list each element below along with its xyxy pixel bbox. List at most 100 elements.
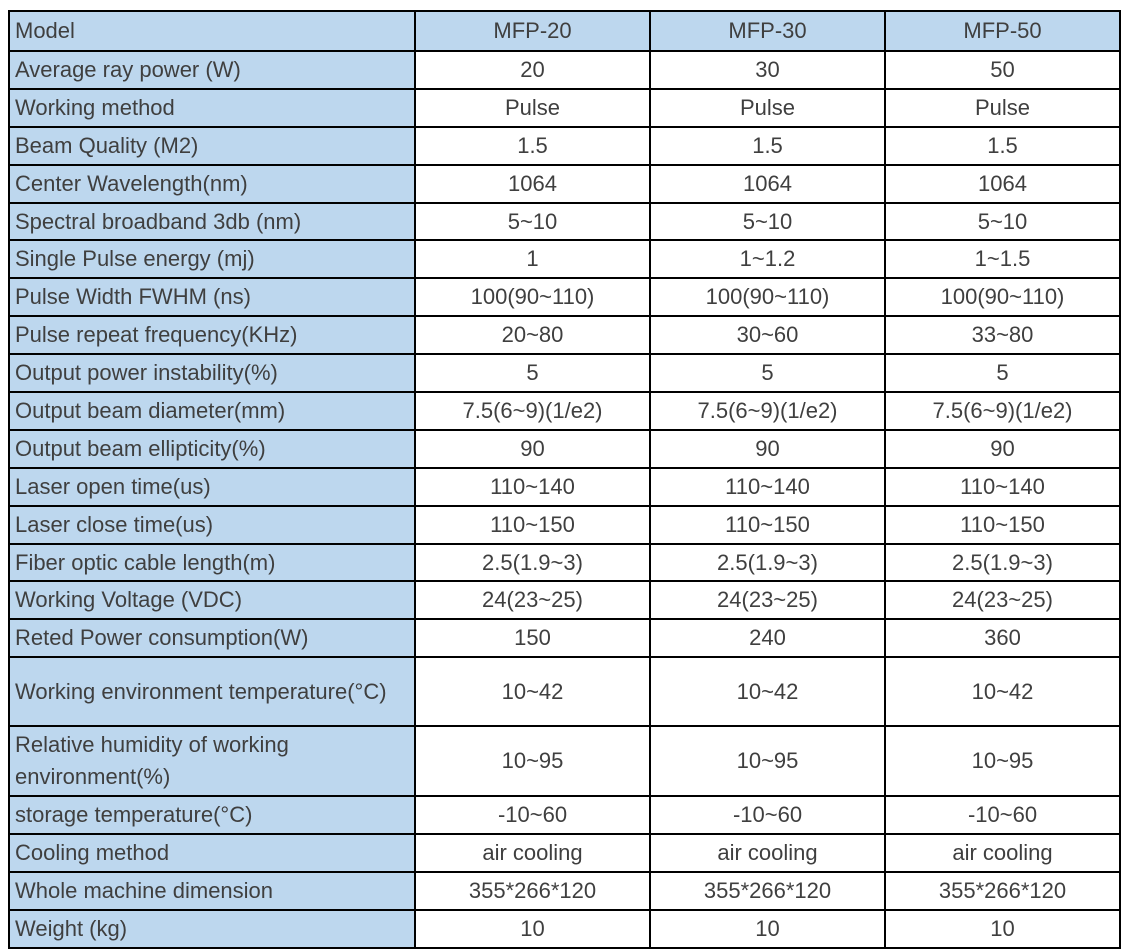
spec-value-cell: 110~150: [414, 504, 651, 545]
spec-value-cell: 1064: [414, 163, 651, 204]
spec-label-cell: Whole machine dimension: [8, 870, 416, 911]
spec-value-cell: 10: [649, 908, 886, 949]
spec-value-cell: 1.5: [414, 125, 651, 166]
spec-row: Working Voltage (VDC) 24(23~25) 24(23~25) 2…: [8, 580, 1121, 621]
spec-row: Single Pulse energy (mj) 1 1~1.2 1~1.5: [8, 239, 1121, 280]
spec-row: Pulse Width FWHM (ns) 100(90~110) 100(90~1…: [8, 277, 1121, 318]
spec-value-cell: 30~60: [649, 315, 886, 356]
spec-row: Spectral broadband 3db (nm) 5~10 5~10 5~10: [8, 201, 1121, 242]
spec-value-cell: Pulse: [649, 87, 886, 128]
spec-row: Output power instability(%) 5 5 5: [8, 353, 1121, 394]
spec-value-cell: 5: [649, 353, 886, 394]
spec-value-cell: 10~42: [414, 656, 651, 728]
spec-label-cell: Output beam ellipticity(%): [8, 428, 416, 469]
spec-label-cell: Weight (kg): [8, 908, 416, 949]
spec-value-cell: 5~10: [884, 201, 1121, 242]
spec-label-cell: Pulse repeat frequency(KHz): [8, 315, 416, 356]
spec-value-cell: 1~1.2: [649, 239, 886, 280]
spec-value-cell: 360: [884, 618, 1121, 659]
spec-value-cell: 240: [649, 618, 886, 659]
spec-value-cell: -10~60: [884, 795, 1121, 835]
spec-label-cell: Output beam diameter(mm): [8, 391, 416, 431]
spec-value-cell: 5: [884, 353, 1121, 394]
spec-row: Whole machine dimension 355*266*120 355*26…: [8, 870, 1121, 911]
spec-label-cell: Average ray power (W): [8, 50, 416, 90]
spec-label-cell: Center Wavelength(nm): [8, 163, 416, 204]
spec-value-cell: 90: [884, 428, 1121, 469]
spec-label-cell: Single Pulse energy (mj): [8, 239, 416, 280]
spec-value-cell: -10~60: [414, 795, 651, 835]
spec-label-cell: Laser open time(us): [8, 466, 416, 507]
spec-value-cell: 1064: [884, 163, 1121, 204]
spec-value-cell: 1: [414, 239, 651, 280]
spec-value-cell: 24(23~25): [414, 580, 651, 621]
spec-value-cell: 24(23~25): [884, 580, 1121, 621]
spec-value-cell: 33~80: [884, 315, 1121, 356]
spec-value-cell: 1064: [649, 163, 886, 204]
spec-row: Relative humidity of working environment…: [8, 725, 1121, 798]
spec-value-cell: 20~80: [414, 315, 651, 356]
spec-value-cell: 10~42: [884, 656, 1121, 728]
spec-value-cell: 2.5(1.9~3): [414, 542, 651, 583]
spec-row: Output beam diameter(mm) 7.5(6~9)(1/e2) 7.…: [8, 391, 1121, 431]
spec-value-cell: 2.5(1.9~3): [649, 542, 886, 583]
spec-label-cell: Pulse Width FWHM (ns): [8, 277, 416, 318]
spec-value-cell: 5~10: [414, 201, 651, 242]
spec-value-cell: 1.5: [884, 125, 1121, 166]
spec-value-cell: 100(90~110): [884, 277, 1121, 318]
spec-label-cell: Spectral broadband 3db (nm): [8, 201, 416, 242]
spec-row: Output beam ellipticity(%) 90 90 90: [8, 428, 1121, 469]
spec-value-cell: 100(90~110): [649, 277, 886, 318]
spec-value-cell: 10: [414, 908, 651, 949]
header-column-mfp30: MFP-30: [649, 10, 886, 52]
spec-label-cell: Output power instability(%): [8, 353, 416, 394]
spec-row: Average ray power (W) 20 30 50: [8, 50, 1121, 90]
laser-spec-table: Model MFP-20 MFP-30 MFP-50 Average ray p…: [8, 10, 1121, 949]
spec-value-cell: 355*266*120: [414, 870, 651, 911]
spec-row: Laser open time(us) 110~140 110~140 110~140: [8, 466, 1121, 507]
spec-row: Working method Pulse Pulse Pulse: [8, 87, 1121, 128]
spec-value-cell: 1~1.5: [884, 239, 1121, 280]
spec-table-body: Average ray power (W) 20 30 50 Working metho…: [8, 50, 1121, 949]
spec-value-cell: air cooling: [414, 832, 651, 873]
spec-label-cell: Working environment temperature(°C): [8, 656, 416, 728]
spec-label-cell: Fiber optic cable length(m): [8, 542, 416, 583]
spec-value-cell: Pulse: [884, 87, 1121, 128]
spec-value-cell: air cooling: [649, 832, 886, 873]
spec-row: storage temperature(°C) -10~60 -10~60 -10~6…: [8, 795, 1121, 835]
spec-value-cell: 5~10: [649, 201, 886, 242]
spec-value-cell: 355*266*120: [884, 870, 1121, 911]
spec-value-cell: 10~95: [649, 725, 886, 798]
spec-value-cell: 7.5(6~9)(1/e2): [884, 391, 1121, 431]
spec-row: Pulse repeat frequency(KHz) 20~80 30~60 33~…: [8, 315, 1121, 356]
spec-value-cell: 10: [884, 908, 1121, 949]
spec-value-cell: 50: [884, 50, 1121, 90]
spec-row: Working environment temperature(°C) 10~42…: [8, 656, 1121, 728]
spec-value-cell: 100(90~110): [414, 277, 651, 318]
spec-value-cell: 1.5: [649, 125, 886, 166]
spec-value-cell: 2.5(1.9~3): [884, 542, 1121, 583]
spec-row: Fiber optic cable length(m) 2.5(1.9~3) 2.5…: [8, 542, 1121, 583]
spec-value-cell: air cooling: [884, 832, 1121, 873]
spec-value-cell: -10~60: [649, 795, 886, 835]
spec-row: Weight (kg) 10 10 10: [8, 908, 1121, 949]
spec-value-cell: 110~150: [649, 504, 886, 545]
spec-value-cell: 24(23~25): [649, 580, 886, 621]
spec-value-cell: 110~140: [884, 466, 1121, 507]
spec-value-cell: Pulse: [414, 87, 651, 128]
spec-label-cell: Relative humidity of working environment…: [8, 725, 416, 798]
spec-label-cell: Reted Power consumption(W): [8, 618, 416, 659]
spec-value-cell: 30: [649, 50, 886, 90]
spec-row: Center Wavelength(nm) 1064 1064 1064: [8, 163, 1121, 204]
spec-label-cell: Beam Quality (M2): [8, 125, 416, 166]
spec-row: Reted Power consumption(W) 150 240 360: [8, 618, 1121, 659]
header-model-label: Model: [8, 10, 416, 52]
spec-value-cell: 90: [649, 428, 886, 469]
spec-label-cell: Cooling method: [8, 832, 416, 873]
header-row: Model MFP-20 MFP-30 MFP-50: [8, 10, 1121, 52]
spec-value-cell: 20: [414, 50, 651, 90]
spec-label-cell: storage temperature(°C): [8, 795, 416, 835]
spec-label-cell: Working method: [8, 87, 416, 128]
spec-value-cell: 110~140: [414, 466, 651, 507]
spec-value-cell: 7.5(6~9)(1/e2): [649, 391, 886, 431]
